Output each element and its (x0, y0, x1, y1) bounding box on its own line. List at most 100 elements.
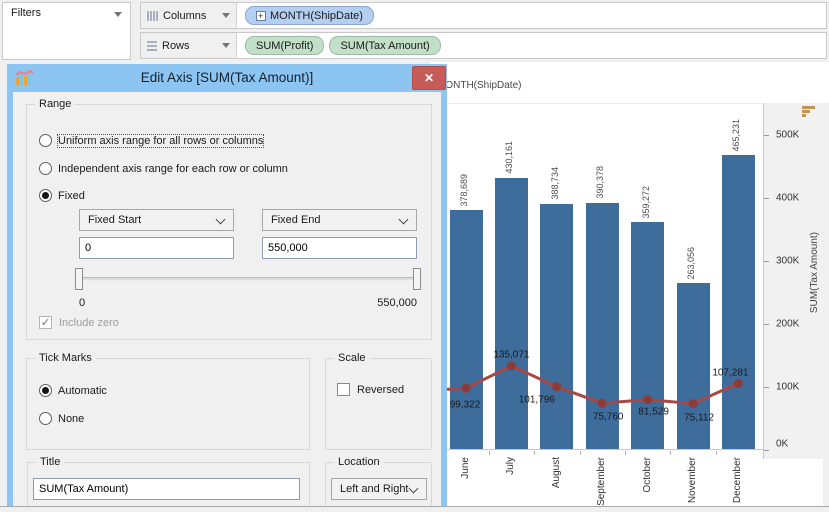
close-button[interactable]: ✕ (412, 66, 446, 90)
title-groupbox: Title (27, 456, 310, 512)
line-value-label: 75,112 (684, 412, 714, 424)
chevron-down-icon[interactable] (222, 43, 230, 48)
line-value-label: 107,281 (712, 367, 749, 379)
month-label-june[interactable]: June (460, 457, 471, 479)
pill-sum-profit[interactable]: SUM(Profit) (245, 36, 325, 55)
expand-icon[interactable] (256, 10, 266, 22)
radio-icon[interactable] (39, 162, 52, 175)
columns-shelf: Columns MONTH(ShipDate) (140, 2, 827, 29)
line-value-label: 81,529 (638, 406, 669, 418)
sort-descending-icon[interactable] (802, 106, 815, 117)
bar-july[interactable] (494, 177, 528, 449)
bar-november[interactable] (676, 283, 710, 449)
right-value-axis[interactable]: SUM(Tax Amount) 0K 100K 200K 300K 400K 500K (763, 103, 823, 459)
axis-title-input[interactable] (33, 478, 300, 500)
reversed-checkbox[interactable] (337, 383, 350, 396)
radio-option-uniform-axis-range-for-all-rows-or-columns[interactable]: Uniform axis range for all rows or colum… (39, 133, 265, 148)
radio-label: Independent axis range for each row or c… (58, 162, 288, 175)
radio-icon[interactable] (39, 384, 52, 397)
range-legend: Range (35, 98, 76, 110)
radio-option-automatic[interactable]: Automatic (39, 383, 107, 398)
axis-tick (670, 451, 672, 455)
fixed-end-input[interactable] (262, 237, 417, 259)
radio-option-none[interactable]: None (39, 411, 84, 426)
filters-header[interactable]: Filters (3, 3, 130, 25)
chevron-down-icon (408, 483, 419, 494)
range-slider-track[interactable] (79, 277, 417, 281)
axis-tick-label: 500K (776, 129, 800, 141)
bar-value-label: 378,689 (459, 173, 469, 207)
radio-option-fixed[interactable]: Fixed (39, 188, 85, 203)
bar-value-label: 390,378 (595, 166, 606, 199)
month-axis: June July August September October November De… (430, 451, 763, 512)
rows-shelf-cell[interactable]: Rows (141, 33, 237, 58)
column-field-label: MONTH(ShipDate) (437, 80, 522, 91)
slider-min-label: 0 (79, 297, 86, 309)
line-value-label: 135,071 (493, 349, 530, 361)
bar-value-label: 388,734 (549, 167, 560, 200)
columns-pills: MONTH(ShipDate) (237, 3, 374, 28)
line-value-label: 75,760 (592, 411, 624, 423)
radio-icon[interactable] (39, 134, 52, 147)
chevron-down-icon (215, 214, 226, 225)
line-value-label: 101,796 (518, 394, 555, 406)
columns-label: Columns (163, 9, 207, 22)
month-label-july[interactable]: July (505, 457, 517, 475)
month-label-august[interactable]: August (550, 457, 562, 489)
pill-label: MONTH(ShipDate) (270, 9, 363, 22)
pill-sum-tax-amount[interactable]: SUM(Tax Amount) (329, 36, 441, 55)
bar-december[interactable] (721, 155, 755, 449)
include-zero-row[interactable]: Include zero (39, 315, 119, 330)
axis-tick-label: 0K (776, 438, 789, 450)
location-value: Left and Right (340, 483, 409, 495)
axis-tick (764, 197, 769, 199)
range-slider-max-handle[interactable] (413, 268, 421, 290)
radio-option-independent-axis-range-for-each-row-or-column[interactable]: Independent axis range for each row or c… (39, 161, 288, 176)
month-label-november[interactable]: November (687, 457, 698, 504)
month-label-december[interactable]: December (732, 457, 744, 504)
location-groupbox: Location (325, 456, 432, 512)
fixed-start-input[interactable] (79, 237, 234, 259)
bar-august[interactable] (540, 203, 574, 449)
location-legend: Location (334, 456, 384, 468)
slider-max-label: 550,000 (377, 297, 417, 309)
range-slider-min-handle[interactable] (75, 268, 83, 290)
radio-label: None (58, 412, 85, 425)
reversed-row[interactable]: Reversed (337, 382, 404, 397)
radio-icon[interactable] (39, 412, 52, 425)
columns-shelf-cell[interactable]: Columns (141, 3, 237, 28)
include-zero-checkbox[interactable] (39, 316, 52, 329)
radio-label: Automatic (58, 384, 107, 397)
rows-icon (147, 40, 157, 51)
chevron-down-icon[interactable] (114, 12, 122, 17)
pill-label: SUM(Profit) (256, 39, 314, 52)
month-label-september[interactable]: September (596, 457, 608, 506)
title-legend: Title (36, 456, 65, 468)
include-zero-label: Include zero (59, 316, 119, 329)
fixed-start-dropdown[interactable]: Fixed Start (79, 209, 234, 231)
chart-plot-area: 378,689 430,161 388,734 390,378 359,272 263,0… (430, 103, 763, 450)
pill-month-shipdate[interactable]: MONTH(ShipDate) (245, 6, 374, 25)
tick-marks-legend: Tick Marks (35, 352, 96, 364)
radio-icon[interactable] (39, 189, 52, 202)
location-dropdown[interactable]: Left and Right (331, 478, 427, 500)
month-label-october[interactable]: October (641, 457, 653, 493)
rows-shelf: Rows SUM(Profit) SUM(Tax Amount) (140, 32, 827, 59)
bar-june[interactable] (449, 210, 483, 449)
axis-title: SUM(Tax Amount) (809, 232, 820, 314)
fixed-end-dropdown[interactable]: Fixed End (262, 209, 417, 231)
columns-icon (147, 10, 158, 21)
filters-shelf: Filters (2, 2, 131, 60)
dialog-titlebar: Edit Axis [SUM(Tax Amount)] ✕ (7, 64, 447, 92)
chevron-down-icon[interactable] (222, 13, 230, 18)
axis-tick-label: 300K (776, 255, 800, 267)
radio-label: Uniform axis range for all rows or colum… (56, 133, 265, 148)
scale-legend: Scale (334, 352, 370, 364)
fixed-end-label: Fixed End (271, 214, 321, 226)
worksheet-view: MONTH(ShipDate) 378,689 430,161 388,734 390… (430, 62, 829, 512)
bar-september[interactable] (585, 202, 619, 449)
window-bottom-edge (0, 506, 829, 512)
bar-october[interactable] (631, 222, 665, 449)
dialog-body: Range Uniform axis range for all rows or… (13, 92, 441, 512)
